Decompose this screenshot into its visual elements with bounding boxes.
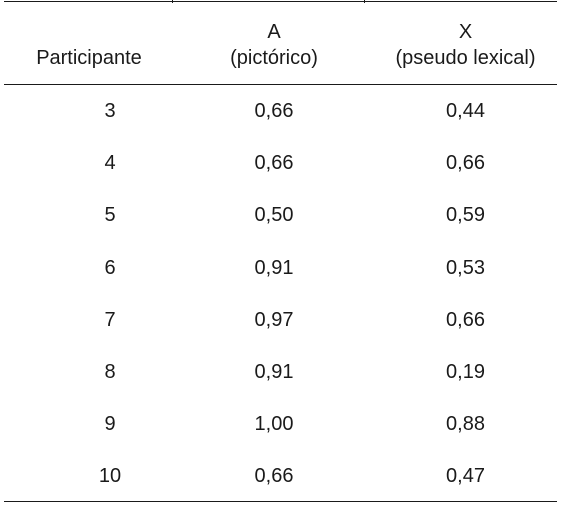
table-row: 8 0,91 0,19 <box>4 346 557 398</box>
cell-participant: 6 <box>104 256 116 279</box>
cell-a: 0,50 <box>254 204 294 227</box>
table-row: 7 0,97 0,66 <box>4 294 557 346</box>
cell-x: 0,66 <box>446 152 485 175</box>
cell-x: 0,66 <box>446 308 485 331</box>
cell-a: 0,66 <box>254 152 294 175</box>
cell-a: 0,66 <box>254 465 294 488</box>
cell-a: 0,91 <box>254 256 294 279</box>
cell-a: 0,91 <box>254 360 294 383</box>
table-row: 4 0,66 0,66 <box>4 137 557 189</box>
cell-a: 1,00 <box>254 413 294 436</box>
cell-participant: 5 <box>104 204 116 227</box>
top-rule <box>4 1 557 2</box>
header-participant: Participante <box>36 47 142 69</box>
cell-x: 0,88 <box>446 413 485 436</box>
header-x-letter: X <box>458 21 473 43</box>
data-table: Participante A (pictórico) X (pseudo lex… <box>4 0 557 509</box>
bottom-rule <box>4 501 557 502</box>
cell-a: 0,97 <box>254 308 294 331</box>
cell-a: 0,66 <box>254 100 294 122</box>
header-a: A (pictórico) <box>174 19 374 71</box>
cell-x: 0,44 <box>446 100 485 122</box>
table-row: 3 0,66 0,44 <box>4 85 557 137</box>
column-tick <box>364 0 365 3</box>
cell-participant: 9 <box>104 413 116 436</box>
cell-participant: 3 <box>104 100 116 122</box>
header-x: X (pseudo lexical) <box>374 19 557 71</box>
column-tick <box>172 0 173 3</box>
table-row: 10 0,66 0,47 <box>4 450 557 502</box>
table-row: 9 1,00 0,88 <box>4 398 557 450</box>
cell-participant: 4 <box>104 152 116 175</box>
cell-participant: 7 <box>104 308 116 331</box>
cell-x: 0,47 <box>446 465 485 488</box>
cell-participant: 8 <box>104 360 116 383</box>
cell-x: 0,59 <box>446 204 485 227</box>
header-a-desc: (pictórico) <box>230 47 318 69</box>
table-body: 3 0,66 0,44 4 0,66 0,66 5 0,50 0,59 6 0,… <box>4 85 557 503</box>
cell-x: 0,19 <box>446 360 485 383</box>
table-row: 6 0,91 0,53 <box>4 242 557 294</box>
header-a-letter: A <box>267 21 281 43</box>
cell-participant: 10 <box>98 465 122 488</box>
header-rule <box>4 84 557 85</box>
table-row: 5 0,50 0,59 <box>4 189 557 241</box>
header-x-desc: (pseudo lexical) <box>395 47 536 69</box>
cell-x: 0,53 <box>446 256 485 279</box>
